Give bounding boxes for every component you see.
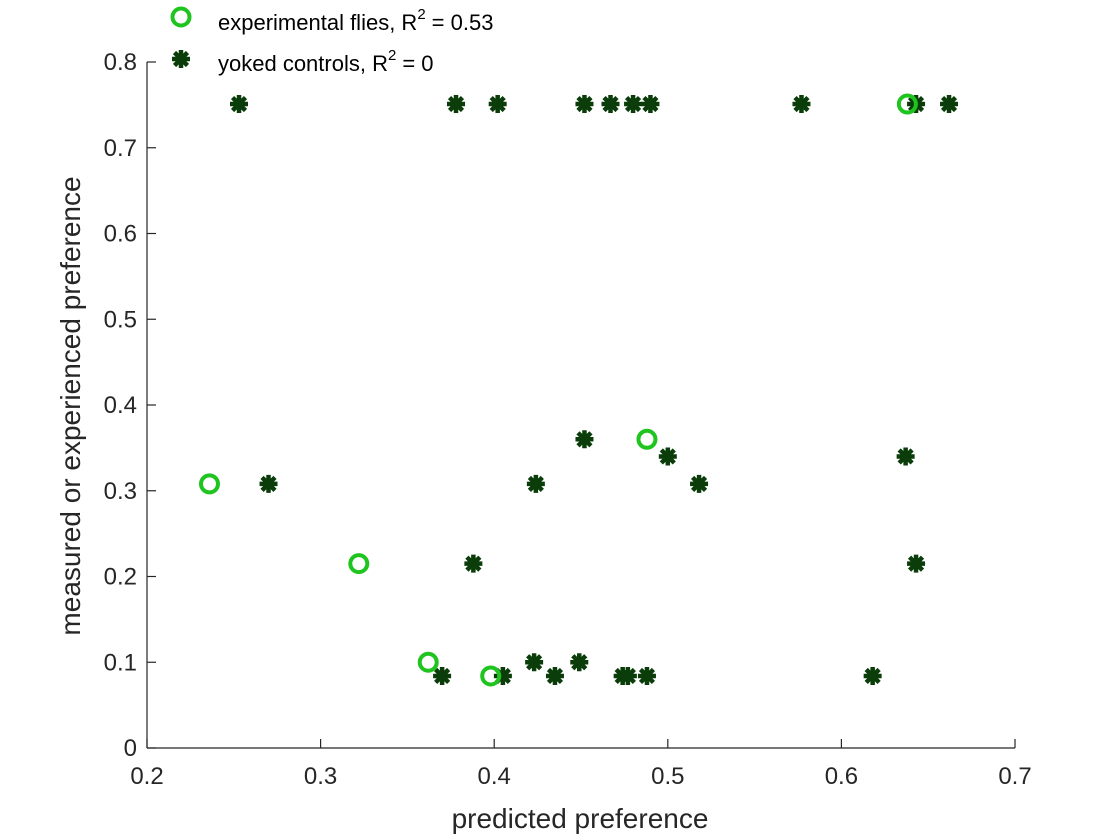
data-point-yoked-stroke bbox=[488, 95, 507, 114]
y-tick-label: 0.5 bbox=[104, 306, 137, 333]
legend-label-experimental: experimental flies, R bbox=[218, 10, 417, 35]
data-point-yoked-stroke bbox=[792, 95, 811, 114]
y-tick-label: 0 bbox=[124, 735, 137, 762]
x-axis-label: predicted preference bbox=[452, 803, 709, 834]
data-point-yoked-stroke bbox=[526, 474, 545, 493]
data-point-yoked-stroke bbox=[545, 666, 564, 685]
data-point-yoked bbox=[433, 666, 452, 685]
data-point-yoked bbox=[545, 666, 564, 685]
tick-labels: 0.2 0.3 0.4 0.5 0.6 0.7 0 0.1 0.2 0.3 0.4 0.5 0.6 0.7… bbox=[104, 49, 1032, 790]
data-point-yoked-stroke bbox=[259, 474, 278, 493]
data-point-yoked bbox=[526, 474, 545, 493]
data-point-yoked-stroke bbox=[570, 653, 589, 672]
data-point-yoked-stroke bbox=[907, 554, 926, 573]
data-point-yoked-stroke bbox=[624, 95, 643, 114]
y-tick-label: 0.7 bbox=[104, 135, 137, 162]
axes bbox=[146, 62, 1015, 749]
x-tick-label: 0.3 bbox=[304, 763, 337, 790]
data-point-yoked bbox=[658, 447, 677, 466]
data-point-yoked bbox=[940, 95, 959, 114]
legend-label-yoked: yoked controls, R bbox=[218, 51, 388, 76]
data-point-yoked bbox=[601, 95, 620, 114]
x-tick-label: 0.5 bbox=[651, 763, 684, 790]
legend-asterisk-icon bbox=[172, 50, 190, 68]
y-tick-label: 0.3 bbox=[104, 478, 137, 505]
data-point-yoked-stroke bbox=[637, 666, 656, 685]
data-point-experimental bbox=[417, 651, 439, 673]
data-point-yoked-stroke bbox=[863, 666, 882, 685]
y-axis-label: measured or experienced preference bbox=[55, 176, 86, 635]
data-point-yoked bbox=[259, 474, 278, 493]
data-point-yoked-stroke bbox=[230, 95, 249, 114]
data-point-yoked bbox=[575, 95, 594, 114]
data-point-yoked-stroke bbox=[433, 666, 452, 685]
data-point-yoked-stroke bbox=[690, 474, 709, 493]
data-point-yoked-stroke bbox=[940, 95, 959, 114]
data-point-yoked bbox=[690, 474, 709, 493]
data-point-yoked-stroke bbox=[575, 95, 594, 114]
y-tick-label: 0.6 bbox=[104, 221, 137, 248]
data-point-yoked bbox=[575, 430, 594, 449]
data-point-experimental bbox=[480, 665, 502, 687]
data-point-yoked bbox=[863, 666, 882, 685]
y-tick-label: 0.8 bbox=[104, 49, 137, 76]
data-point-yoked-stroke bbox=[641, 95, 660, 114]
legend-superscript-experimental: 2 bbox=[417, 6, 425, 23]
data-point-experimental bbox=[636, 428, 658, 450]
legend-marker-experimental bbox=[170, 6, 192, 28]
data-point-yoked bbox=[907, 554, 926, 573]
legend-r2-experimental: = 0.53 bbox=[432, 10, 494, 35]
data-points bbox=[198, 93, 959, 687]
data-point-yoked bbox=[570, 653, 589, 672]
data-point-yoked-stroke bbox=[464, 554, 483, 573]
data-point-yoked bbox=[525, 653, 544, 672]
y-tick-label: 0.1 bbox=[104, 649, 137, 676]
data-point-experimental bbox=[896, 93, 918, 115]
data-point-yoked bbox=[447, 95, 466, 114]
legend-superscript-yoked: 2 bbox=[388, 47, 396, 64]
data-point-yoked bbox=[464, 554, 483, 573]
data-point-yoked bbox=[230, 95, 249, 114]
data-point-yoked bbox=[488, 95, 507, 114]
data-point-yoked bbox=[624, 95, 643, 114]
legend: experimental flies, R2 = 0.53 yoked contr… bbox=[170, 6, 493, 76]
data-point-yoked bbox=[641, 95, 660, 114]
x-tick-label: 0.7 bbox=[998, 763, 1031, 790]
x-tick-label: 0.4 bbox=[478, 763, 511, 790]
legend-marker-yoked bbox=[172, 50, 190, 68]
data-point-yoked bbox=[493, 666, 512, 685]
data-point-yoked-stroke bbox=[575, 430, 594, 449]
legend-asterisk-icon-stroke bbox=[172, 50, 190, 68]
data-point-yoked-stroke bbox=[525, 653, 544, 672]
data-point-yoked bbox=[618, 666, 637, 685]
data-point-yoked-stroke bbox=[493, 666, 512, 685]
y-tick-label: 0.2 bbox=[104, 564, 137, 591]
data-point-yoked-stroke bbox=[447, 95, 466, 114]
x-tick-label: 0.2 bbox=[130, 763, 163, 790]
data-point-yoked-stroke bbox=[896, 447, 915, 466]
data-point-experimental bbox=[348, 553, 370, 575]
data-point-yoked-stroke bbox=[601, 95, 620, 114]
legend-entry-yoked: yoked controls, R2 = 0 bbox=[218, 47, 434, 76]
data-point-yoked-stroke bbox=[658, 447, 677, 466]
data-point-yoked bbox=[637, 666, 656, 685]
data-point-yoked bbox=[896, 447, 915, 466]
data-point-experimental bbox=[198, 473, 220, 495]
tick-marks bbox=[146, 61, 1016, 749]
y-tick-label: 0.4 bbox=[104, 392, 137, 419]
legend-circle-icon bbox=[170, 6, 192, 28]
data-point-yoked-stroke bbox=[618, 666, 637, 685]
x-tick-label: 0.6 bbox=[825, 763, 858, 790]
legend-entry-experimental: experimental flies, R2 = 0.53 bbox=[218, 6, 493, 35]
legend-r2-yoked: = 0 bbox=[402, 51, 433, 76]
data-point-yoked bbox=[792, 95, 811, 114]
